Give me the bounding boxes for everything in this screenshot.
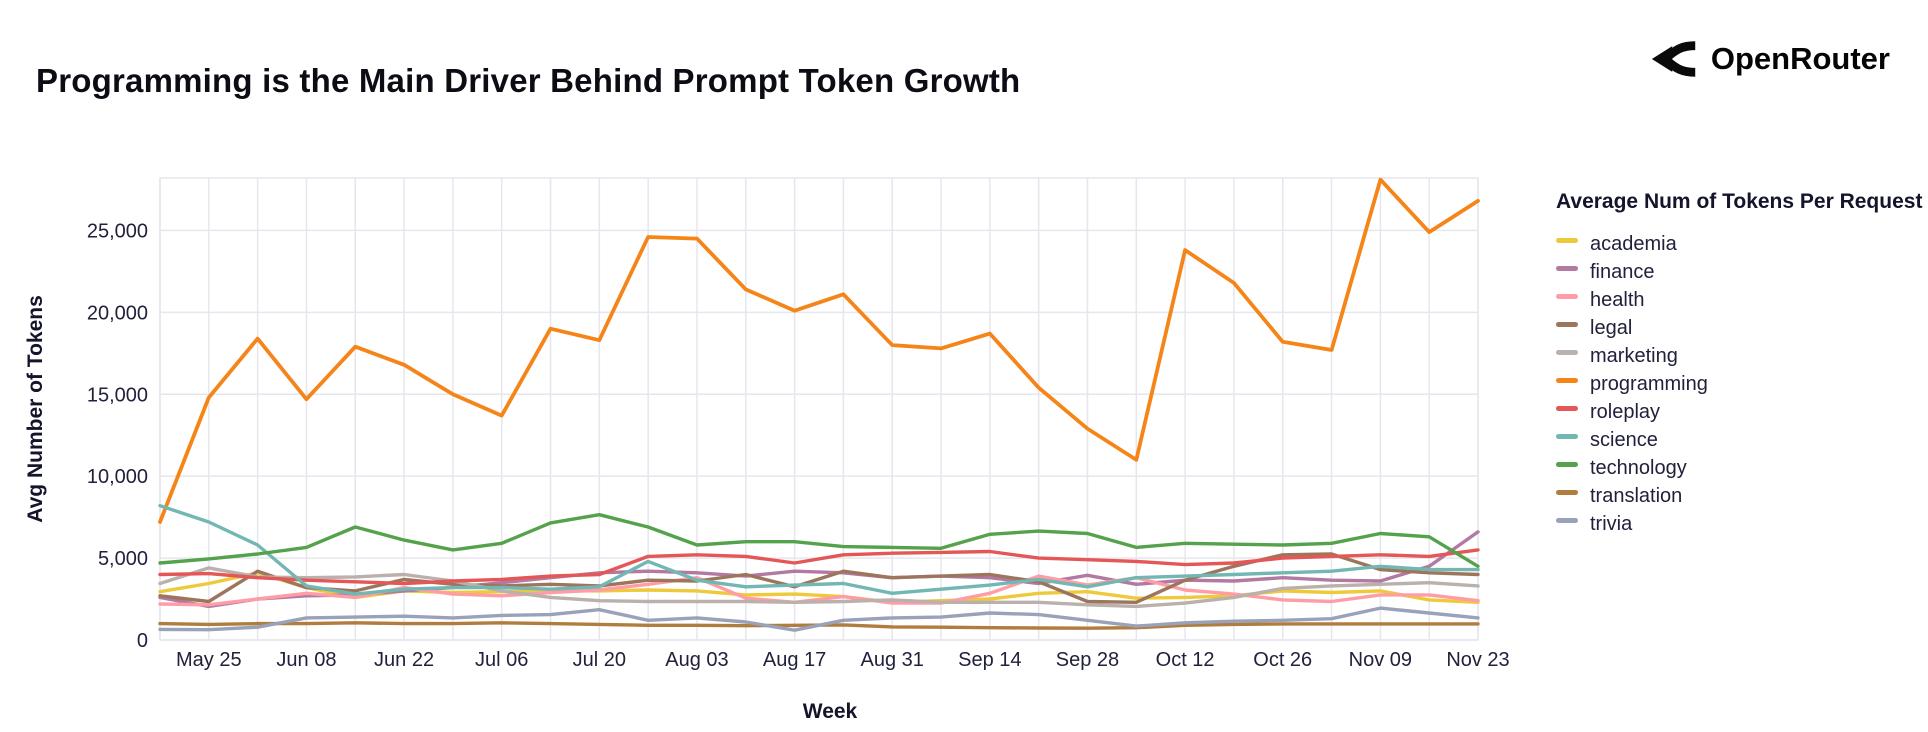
series-line-science[interactable] bbox=[158, 504, 1480, 596]
legend-label-translation: translation bbox=[1590, 485, 1682, 507]
series-line-trivia[interactable] bbox=[158, 606, 1480, 632]
x-tick-label: Nov 09 bbox=[1349, 649, 1412, 671]
legend-swatch-marketing bbox=[1556, 350, 1578, 355]
legend-swatch-health bbox=[1556, 294, 1578, 299]
legend-title: Average Num of Tokens Per Request bbox=[1556, 190, 1922, 213]
x-tick-label: Oct 26 bbox=[1253, 649, 1312, 671]
series-line-programming[interactable] bbox=[158, 177, 1480, 524]
series-line-marketing[interactable] bbox=[158, 566, 1480, 609]
legend-label-roleplay: roleplay bbox=[1590, 401, 1660, 423]
legend-item-science[interactable]: science bbox=[1556, 429, 1658, 451]
y-tick-label: 25,000 bbox=[87, 220, 148, 242]
legend-item-legal[interactable]: legal bbox=[1556, 317, 1632, 339]
series-line-roleplay[interactable] bbox=[158, 548, 1480, 586]
legend-item-academia[interactable]: academia bbox=[1556, 233, 1678, 255]
x-tick-label: Aug 31 bbox=[861, 649, 924, 671]
x-tick-label: Jul 06 bbox=[475, 649, 528, 671]
x-tick-label: Aug 03 bbox=[665, 649, 728, 671]
legend-label-legal: legal bbox=[1590, 317, 1632, 339]
legend-label-marketing: marketing bbox=[1590, 345, 1678, 367]
legend-item-health[interactable]: health bbox=[1556, 289, 1645, 311]
legend-label-trivia: trivia bbox=[1590, 513, 1633, 535]
brand-logo[interactable]: OpenRouter bbox=[1651, 36, 1890, 82]
legend-swatch-legal bbox=[1556, 322, 1578, 327]
legend-swatch-science bbox=[1556, 434, 1578, 439]
y-tick-label: 0 bbox=[137, 630, 148, 652]
brand-name: OpenRouter bbox=[1710, 41, 1890, 76]
legend-label-technology: technology bbox=[1590, 457, 1687, 479]
x-tick-label: Sep 14 bbox=[958, 649, 1021, 671]
legend-item-trivia[interactable]: trivia bbox=[1556, 513, 1633, 535]
x-tick-label: Sep 28 bbox=[1056, 649, 1119, 671]
legend-swatch-programming bbox=[1556, 378, 1578, 383]
legend-item-finance[interactable]: finance bbox=[1556, 261, 1655, 283]
x-tick-label: Nov 23 bbox=[1446, 649, 1509, 671]
y-tick-label: 20,000 bbox=[87, 302, 148, 324]
plot-border bbox=[159, 177, 1479, 641]
legend-item-roleplay[interactable]: roleplay bbox=[1556, 401, 1660, 423]
legend-label-finance: finance bbox=[1590, 261, 1655, 283]
legend-swatch-academia bbox=[1556, 238, 1578, 243]
legend-label-health: health bbox=[1590, 289, 1645, 311]
legend-swatch-finance bbox=[1556, 266, 1578, 271]
legend-swatch-translation bbox=[1556, 490, 1578, 495]
x-tick-label: Aug 17 bbox=[763, 649, 826, 671]
y-tick-label: 15,000 bbox=[87, 384, 148, 406]
x-tick-label: Jul 20 bbox=[573, 649, 626, 671]
x-axis-title: Week bbox=[802, 700, 858, 723]
y-tick-label: 10,000 bbox=[87, 466, 148, 488]
x-tick-label: Jun 22 bbox=[374, 649, 434, 671]
x-tick-label: Jun 08 bbox=[276, 649, 336, 671]
legend-item-translation[interactable]: translation bbox=[1556, 485, 1682, 507]
y-tick-label: 5,000 bbox=[98, 548, 148, 570]
page-title: Programming is the Main Driver Behind Pr… bbox=[36, 62, 1021, 100]
legend-swatch-technology bbox=[1556, 462, 1578, 467]
series-line-technology[interactable] bbox=[158, 513, 1480, 568]
legend-swatch-trivia bbox=[1556, 518, 1578, 523]
legend-label-programming: programming bbox=[1590, 373, 1708, 395]
legend-label-science: science bbox=[1590, 429, 1658, 451]
legend-swatch-roleplay bbox=[1556, 406, 1578, 411]
legend-label-academia: academia bbox=[1590, 233, 1678, 255]
legend-item-programming[interactable]: programming bbox=[1556, 373, 1708, 395]
x-tick-label: Oct 12 bbox=[1156, 649, 1215, 671]
x-tick-label: May 25 bbox=[176, 649, 242, 671]
legend-item-marketing[interactable]: marketing bbox=[1556, 345, 1678, 367]
legend-item-technology[interactable]: technology bbox=[1556, 457, 1687, 479]
openrouter-icon bbox=[1651, 36, 1697, 82]
